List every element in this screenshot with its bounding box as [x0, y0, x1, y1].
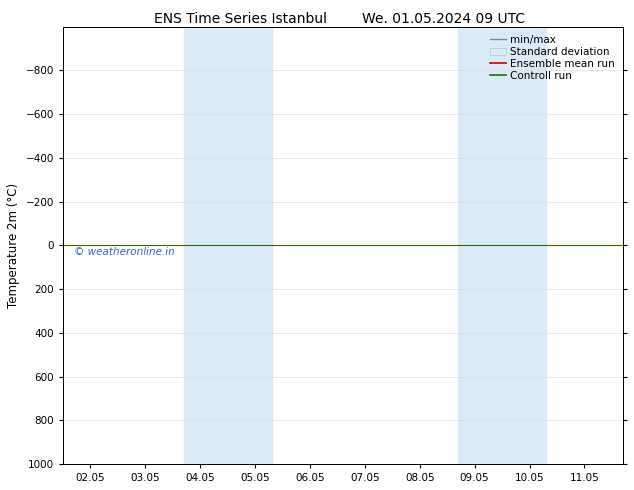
Text: © weatheronline.in: © weatheronline.in	[74, 247, 175, 257]
Bar	[458, 26, 546, 464]
Legend: min/max, Standard deviation, Ensemble mean run, Controll run: min/max, Standard deviation, Ensemble me…	[487, 32, 618, 84]
Text: ENS Time Series Istanbul: ENS Time Series Istanbul	[155, 12, 327, 26]
Bar	[184, 26, 271, 464]
Text: We. 01.05.2024 09 UTC: We. 01.05.2024 09 UTC	[362, 12, 526, 26]
Y-axis label: Temperature 2m (°C): Temperature 2m (°C)	[7, 183, 20, 308]
